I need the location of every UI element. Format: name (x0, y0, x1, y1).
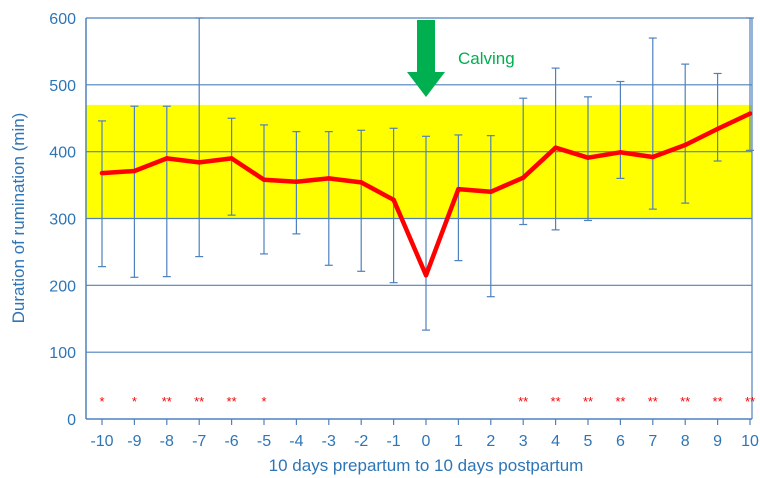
error-bar (616, 80, 625, 179)
data-point (585, 155, 591, 160)
error-bar (681, 63, 690, 204)
data-point (261, 177, 267, 182)
data-point (423, 273, 429, 278)
error-bar (357, 129, 366, 272)
data-point (456, 186, 461, 192)
data-point (683, 142, 688, 148)
y-axis-title: Duration of rumination (min) (9, 113, 28, 324)
x-tick-label-7: 7 (648, 433, 657, 450)
data-point (326, 176, 331, 181)
x-tick-label-9: 9 (713, 433, 722, 450)
y-tick-label-500: 500 (49, 78, 76, 95)
x-tick-label-3: 3 (519, 433, 528, 450)
data-point (197, 160, 202, 165)
x-tick-label--9: -9 (127, 433, 141, 450)
error-bar (162, 105, 171, 278)
significance-layer: * * ** ** ** * ** ** ** ** ** ** ** ** (99, 394, 755, 409)
significance-mark: ** (162, 394, 172, 409)
y-tick-layer: 0 100 200 300 400 500 600 (49, 11, 76, 429)
error-bar (454, 134, 463, 262)
data-point (99, 170, 105, 176)
x-tick-label-4: 4 (551, 433, 560, 450)
error-bar (98, 120, 106, 268)
x-tick-label--6: -6 (224, 433, 238, 450)
x-tick-label--4: -4 (289, 433, 303, 450)
error-bar (130, 105, 139, 278)
error-bar (324, 131, 333, 266)
x-tick-layer: -10 -9 -8 -7 -6 -5 -4 -3 -2 -1 0 1 2 3 4 5 6 7 8 9 10 (90, 419, 759, 450)
y-tick-label-100: 100 (49, 345, 76, 362)
significance-mark: ** (680, 394, 690, 409)
x-tick-label--7: -7 (192, 433, 206, 450)
x-tick-label-0: 0 (422, 433, 431, 450)
significance-mark: ** (518, 394, 528, 409)
x-tick-label--10: -10 (90, 433, 113, 450)
significance-mark: ** (648, 394, 658, 409)
x-tick-label--5: -5 (257, 433, 271, 450)
significance-mark: * (261, 394, 266, 409)
x-tick-label--3: -3 (322, 433, 336, 450)
data-point (164, 156, 169, 161)
annotation-layer: Calving (407, 20, 515, 97)
significance-mark: ** (615, 394, 625, 409)
significance-mark: * (99, 394, 104, 409)
x-tick-label--2: -2 (354, 433, 368, 450)
data-point (132, 168, 137, 174)
calving-label: Calving (458, 49, 515, 68)
error-bar (713, 72, 722, 162)
series-layer (99, 111, 753, 278)
data-point (229, 156, 234, 161)
x-tick-label-1: 1 (454, 433, 463, 450)
significance-mark: ** (713, 394, 723, 409)
data-point (294, 179, 299, 184)
data-point (359, 180, 364, 185)
y-tick-label-200: 200 (49, 278, 76, 295)
error-bar (519, 97, 528, 226)
significance-mark: ** (745, 394, 755, 409)
x-axis-title: 10 days prepartum to 10 days postpartum (269, 456, 584, 475)
data-point (391, 197, 396, 202)
x-tick-label-8: 8 (681, 433, 690, 450)
y-tick-label-300: 300 (49, 212, 76, 229)
significance-mark: ** (194, 394, 204, 409)
y-tick-label-600: 600 (49, 11, 76, 28)
y-tick-label-0: 0 (67, 412, 76, 429)
data-point (553, 145, 558, 150)
x-tick-label--8: -8 (160, 433, 174, 450)
error-bar (648, 37, 657, 210)
significance-mark: ** (551, 394, 561, 409)
x-tick-label-5: 5 (584, 433, 593, 450)
x-tick-label-10: 10 (741, 433, 759, 450)
data-point (715, 126, 720, 132)
data-point (650, 154, 655, 160)
calving-arrow-icon (407, 20, 445, 97)
significance-mark: * (132, 394, 137, 409)
x-tick-label--1: -1 (386, 433, 400, 450)
error-bar (422, 135, 430, 331)
error-bar (195, 17, 204, 258)
error-bar (227, 117, 236, 216)
significance-mark: ** (583, 394, 593, 409)
data-point (618, 150, 623, 155)
error-bar (746, 17, 754, 151)
x-tick-label-6: 6 (616, 433, 625, 450)
data-point (747, 111, 753, 116)
error-bar (486, 135, 495, 298)
data-point (488, 189, 493, 194)
x-tick-label-2: 2 (486, 433, 495, 450)
grid-layer (85, 17, 753, 420)
y-tick-label-400: 400 (49, 145, 76, 162)
error-bar (260, 124, 268, 255)
significance-mark: ** (227, 394, 237, 409)
data-point (521, 175, 526, 180)
